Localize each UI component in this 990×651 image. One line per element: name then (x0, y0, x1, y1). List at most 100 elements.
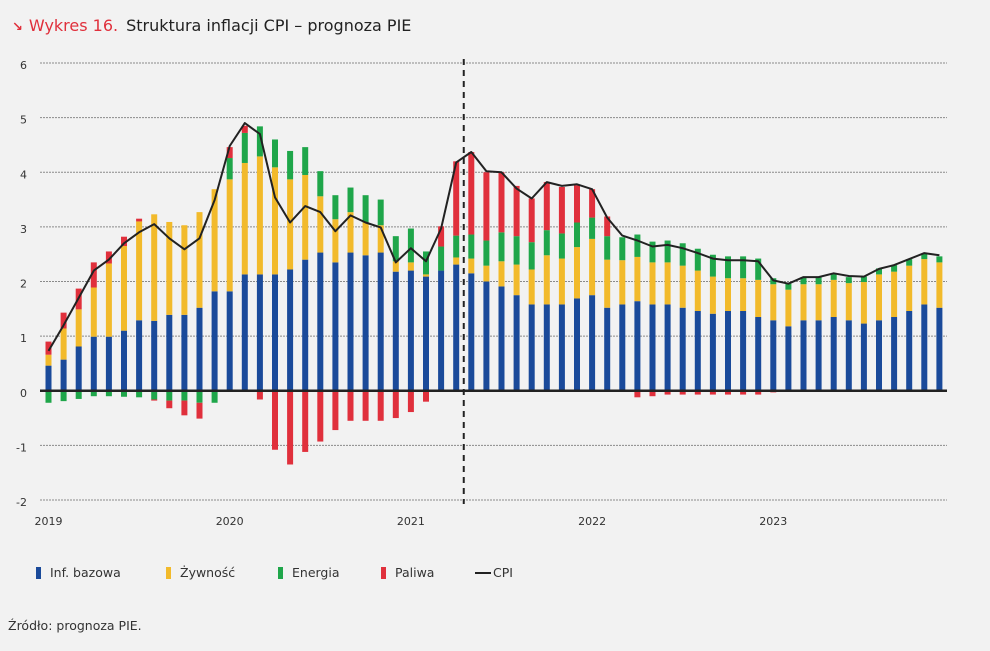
bar-segment-paliwa (302, 390, 309, 452)
bar-stack (423, 251, 429, 402)
bar-segment-zywnosc (528, 269, 535, 305)
y-tick-label: -1 (16, 441, 27, 454)
bar-stack (936, 256, 943, 391)
bar-segment-paliwa (725, 390, 731, 395)
bar-segment-paliwa (377, 390, 384, 421)
bar-segment-paliwa (181, 400, 188, 416)
bar-segment-paliwa (483, 172, 490, 241)
bar-stack (891, 265, 898, 391)
bar-segment-energia (196, 390, 203, 403)
bar-stack (649, 241, 656, 397)
bar-stack (679, 243, 686, 395)
bar-segment-zywnosc (272, 167, 278, 275)
bar-segment-paliwa (709, 390, 716, 395)
bar-segment-inf_bazowa (362, 255, 369, 391)
x-tick-label: 2020 (216, 515, 244, 528)
bar-segment-paliwa (45, 341, 52, 355)
bar-stack (558, 186, 565, 391)
x-tick-label: 2021 (397, 515, 425, 528)
bar-stack (75, 288, 82, 399)
gridlines (40, 62, 947, 501)
bar-segment-energia (543, 230, 550, 256)
bar-segment-zywnosc (45, 354, 52, 366)
bar-segment-paliwa (528, 198, 535, 243)
bar-stack (60, 312, 67, 402)
bar-segment-inf_bazowa (121, 330, 127, 391)
bar-segment-inf_bazowa (528, 304, 535, 391)
bar-segment-inf_bazowa (679, 307, 686, 391)
bar-segment-inf_bazowa (830, 317, 837, 391)
bar-stack (211, 189, 218, 403)
bar-segment-paliwa (362, 390, 369, 421)
legend-swatch-zywnosc (166, 566, 171, 579)
bar-segment-energia (800, 277, 807, 285)
bar-segment-inf_bazowa (543, 304, 550, 391)
bar-segment-energia (725, 256, 731, 279)
y-tick-label: 1 (20, 332, 27, 345)
bar-stack (634, 234, 641, 398)
bar-stack (287, 150, 294, 465)
bar-segment-paliwa (317, 390, 324, 442)
bar-segment-energia (211, 390, 218, 403)
bar-stack (317, 171, 324, 442)
bar-segment-energia (589, 217, 596, 239)
bar-stack (528, 198, 535, 391)
bar-stack (468, 152, 475, 391)
bar-segment-inf_bazowa (407, 270, 414, 391)
bar-segment-zywnosc (574, 247, 580, 299)
bar-segment-energia (166, 390, 173, 401)
bar-segment-energia (377, 199, 384, 226)
bar-segment-energia (906, 259, 913, 266)
bar-segment-energia (287, 150, 294, 180)
bar-segment-paliwa (649, 390, 656, 397)
bar-segment-zywnosc (770, 284, 777, 321)
bar-segment-paliwa (407, 390, 414, 413)
bar-segment-inf_bazowa (60, 359, 67, 391)
bar-segment-inf_bazowa (740, 310, 747, 391)
legend-item-paliwa: Paliwa (381, 565, 475, 580)
bar-segment-paliwa (664, 390, 671, 395)
bar-segment-inf_bazowa (860, 323, 867, 391)
bar-stack (800, 277, 807, 391)
bar-segment-energia (272, 139, 278, 168)
x-tick-label: 2023 (759, 515, 787, 528)
bar-segment-inf_bazowa (45, 365, 52, 391)
bar-segment-energia (528, 242, 535, 270)
bar-segment-paliwa (151, 399, 158, 401)
bar-segment-energia (891, 265, 898, 272)
bar-segment-zywnosc (362, 222, 369, 256)
bar-segment-inf_bazowa (558, 304, 565, 391)
bar-segment-energia (830, 273, 837, 280)
bar-segment-zywnosc (876, 274, 882, 321)
bar-stack (770, 278, 777, 393)
bar-stack (483, 172, 490, 391)
bar-stack (45, 341, 52, 403)
bar-segment-inf_bazowa (709, 313, 716, 391)
bar-segment-zywnosc (649, 262, 656, 305)
bar-segment-inf_bazowa (287, 269, 294, 391)
chart-title: ↘ Wykres 16. Struktura inflacji CPI – prog… (12, 16, 411, 35)
bar-segment-zywnosc (121, 245, 127, 331)
legend-item-energia: Energia (278, 565, 381, 580)
bar-stack (755, 258, 762, 395)
bar-segment-energia (679, 243, 686, 266)
bar-segment-energia (604, 236, 611, 260)
bar-segment-zywnosc (498, 261, 505, 287)
bar-segment-inf_bazowa (392, 271, 399, 391)
bar-segment-zywnosc (815, 284, 822, 321)
bar-segment-zywnosc (136, 221, 143, 321)
legend-swatch-energia (278, 566, 283, 579)
bar-segment-energia (921, 253, 928, 260)
bar-segment-zywnosc (302, 174, 309, 260)
bar-segment-paliwa (755, 390, 762, 395)
bar-segment-paliwa (694, 390, 701, 395)
bar-segment-inf_bazowa (845, 320, 852, 391)
bar-segment-inf_bazowa (876, 320, 882, 391)
bar-segment-paliwa (166, 400, 173, 409)
bar-segment-inf_bazowa (513, 295, 520, 391)
y-tick-label: 3 (20, 223, 27, 236)
bar-segment-energia (694, 248, 701, 271)
bar-segment-energia (845, 277, 852, 284)
bar-segment-energia (45, 390, 52, 403)
bar-segment-zywnosc (75, 309, 82, 347)
